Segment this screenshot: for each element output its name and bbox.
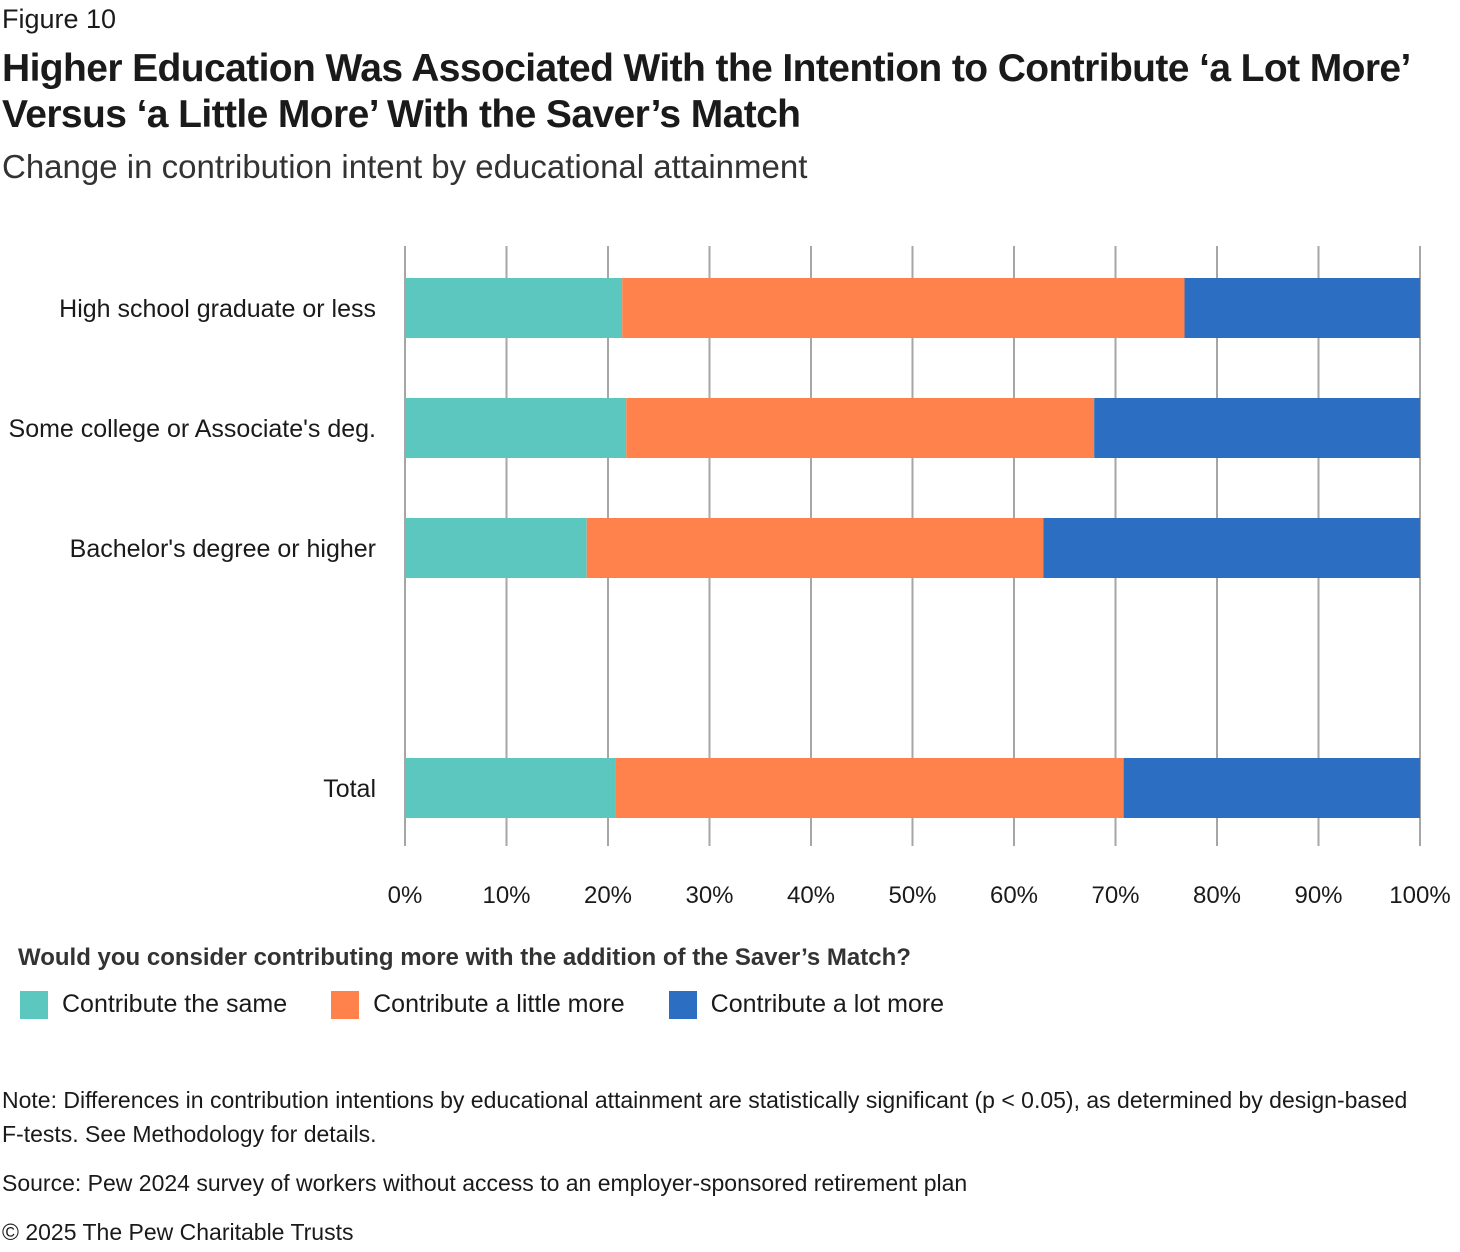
legend-swatch [331,990,360,1019]
legend-item: Contribute a lot more [668,990,945,1019]
legend-label: Contribute a little more [373,990,625,1018]
bar-segment [622,278,1185,338]
x-tick-label: 10% [482,882,530,909]
category-label: Some college or Associate's deg. [9,415,376,443]
x-tick-label: 100% [1389,882,1450,909]
bar-segment [626,398,1095,458]
legend-item: Contribute the same [20,990,287,1019]
bar-segment [1123,758,1420,818]
x-tick-label: 70% [1091,882,1139,909]
bar-segment [405,758,616,818]
category-label: Total [323,775,376,803]
x-tick-label: 80% [1193,882,1241,909]
legend-swatch [20,990,48,1019]
copyright: © 2025 The Pew Charitable Trusts [2,1219,354,1245]
bar-segment [1094,398,1420,458]
legend-label: Contribute a lot more [710,990,945,1018]
x-tick-label: 20% [584,882,632,909]
note: Note: Differences in contribution intent… [2,1087,1408,1147]
legend-item: Contribute a little more [331,990,625,1019]
legend-title: Would you consider contributing more wit… [18,944,911,971]
bar-segment [615,758,1124,818]
legend-swatch [668,990,697,1019]
legend: Contribute the same Contribute a little m… [20,990,944,1019]
x-tick-label: 30% [685,882,733,909]
chart-subtitle: Change in contribution intent by educati… [2,148,808,185]
x-tick-label: 60% [990,882,1038,909]
bar-segment [1184,278,1420,338]
bar-segment [405,278,623,338]
x-tick-label: 0% [388,882,423,909]
x-tick-label: 90% [1294,882,1342,909]
legend-label: Contribute the same [62,990,288,1018]
category-label: High school graduate or less [59,295,376,323]
bars [405,278,1420,818]
bar-segment [405,398,627,458]
x-tick-label: 50% [888,882,936,909]
bar-segment [1043,518,1420,578]
source: Source: Pew 2024 survey of workers witho… [2,1170,968,1196]
bar-segment [586,518,1044,578]
chart-title: Higher Education Was Associated With the… [2,47,1409,136]
bar-segment [405,518,587,578]
figure-label: Figure 10 [2,4,117,34]
category-label: Bachelor's degree or higher [70,535,376,563]
stacked-bar-chart: High school graduate or less Some college… [9,246,1451,909]
x-tick-label: 40% [787,882,835,909]
x-tick-labels: 0% 10% 20% 30% 40% 50% 60% 70% 80% 90% 100% [388,882,1451,909]
category-labels: High school graduate or less Some college… [9,295,376,803]
